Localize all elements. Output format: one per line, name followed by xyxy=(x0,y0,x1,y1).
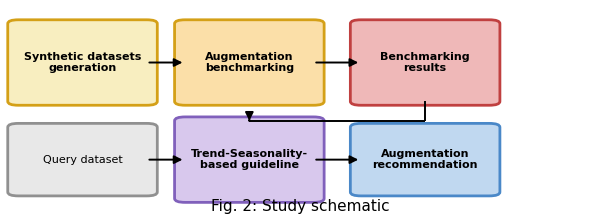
Text: Benchmarking
results: Benchmarking results xyxy=(380,52,470,73)
Text: Query dataset: Query dataset xyxy=(43,155,122,165)
FancyBboxPatch shape xyxy=(8,20,157,105)
FancyBboxPatch shape xyxy=(8,123,157,196)
FancyBboxPatch shape xyxy=(350,20,500,105)
Text: Augmentation
benchmarking: Augmentation benchmarking xyxy=(205,52,294,73)
FancyBboxPatch shape xyxy=(175,117,324,202)
Text: Synthetic datasets
generation: Synthetic datasets generation xyxy=(24,52,141,73)
Text: Augmentation
recommendation: Augmentation recommendation xyxy=(373,149,478,170)
Text: Fig. 2: Study schematic: Fig. 2: Study schematic xyxy=(211,199,389,214)
Text: Trend-Seasonality-
based guideline: Trend-Seasonality- based guideline xyxy=(191,149,308,170)
FancyBboxPatch shape xyxy=(175,20,324,105)
FancyBboxPatch shape xyxy=(350,123,500,196)
